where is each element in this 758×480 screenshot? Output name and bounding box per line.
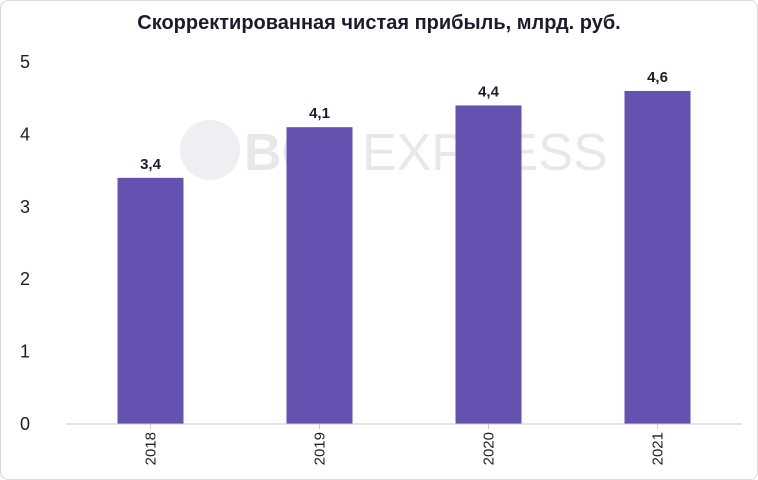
y-axis: 0 1 2 3 4 5 <box>20 52 30 434</box>
x-axis: 2018 2019 2020 2021 <box>143 424 667 465</box>
data-label-2020: 4,4 <box>478 83 500 100</box>
y-tick-label: 0 <box>20 414 30 434</box>
chart-title: Скорректированная чистая прибыль, млрд. … <box>137 12 621 34</box>
watermark: BCS EXPRESS <box>180 120 608 182</box>
x-tick-label: 2018 <box>143 432 160 465</box>
y-tick-label: 5 <box>20 52 30 72</box>
data-label-2018: 3,4 <box>140 156 162 173</box>
bar-2021 <box>624 90 691 425</box>
data-label-2021: 4,6 <box>647 69 668 86</box>
bars-group: 3,4 4,1 4,4 4,6 <box>117 69 691 425</box>
y-tick-label: 3 <box>20 197 30 217</box>
bar-2019 <box>286 127 353 424</box>
y-tick-label: 1 <box>20 342 30 362</box>
bar-2018 <box>117 177 184 424</box>
y-tick-label: 4 <box>20 124 30 144</box>
x-tick-label: 2020 <box>481 432 498 465</box>
data-label-2019: 4,1 <box>309 105 330 122</box>
x-tick-label: 2019 <box>312 432 329 465</box>
x-tick-label: 2021 <box>650 432 667 465</box>
y-tick-label: 2 <box>20 269 30 289</box>
watermark-logo-icon <box>180 120 240 180</box>
bar-2020 <box>455 105 522 424</box>
